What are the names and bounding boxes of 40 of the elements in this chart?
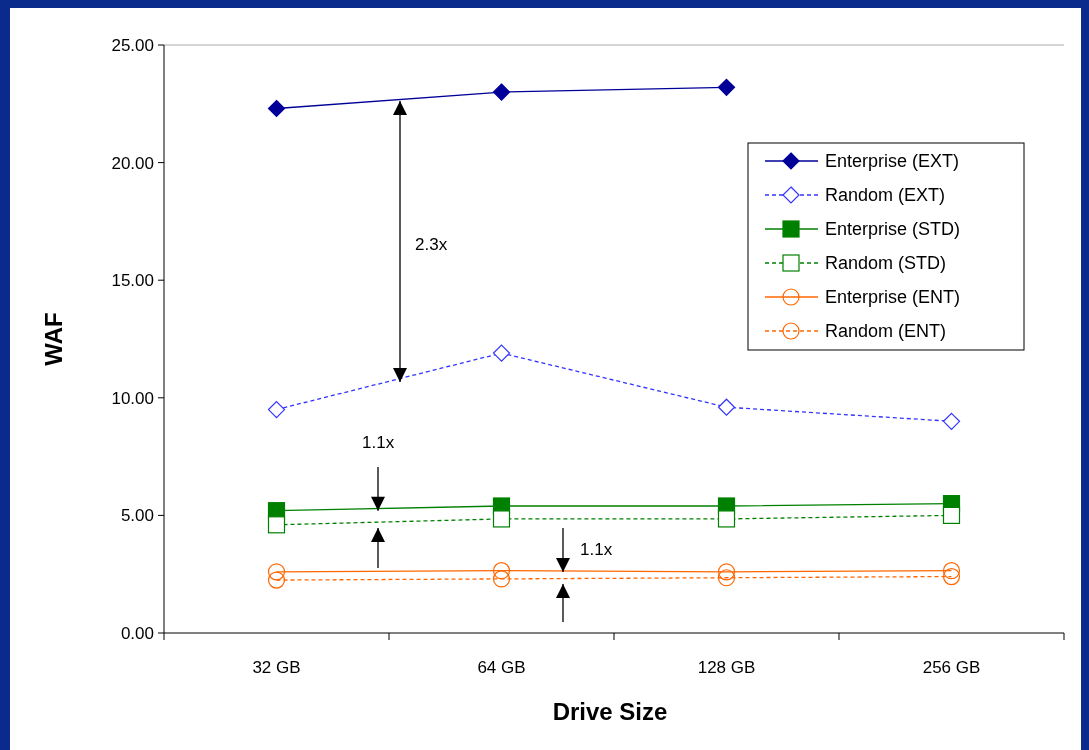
y-tick-label: 15.00 xyxy=(111,271,154,291)
point xyxy=(267,563,286,581)
x-axis-title: Drive Size xyxy=(552,698,668,725)
y-tick-label: 20.00 xyxy=(111,153,154,173)
legend-label: Enterprise (EXT) xyxy=(825,151,960,172)
point xyxy=(492,510,511,528)
y-axis-title: WAF xyxy=(40,312,67,366)
point xyxy=(717,510,736,528)
point xyxy=(717,398,736,416)
y-tick-label: 10.00 xyxy=(111,388,154,408)
point xyxy=(717,563,736,581)
x-tick-label: 128 GB xyxy=(697,658,756,677)
point xyxy=(267,99,286,118)
annotation: 2.3x xyxy=(415,235,448,254)
point xyxy=(717,78,736,96)
point xyxy=(942,567,961,586)
point xyxy=(942,412,961,430)
x-tick-label: 256 GB xyxy=(922,658,981,677)
legend-label: Random (ENT) xyxy=(825,321,947,342)
legend-label: Enterprise (ENT) xyxy=(825,287,961,308)
annotation: 1.1x xyxy=(580,540,613,559)
x-tick-label: 32 GB xyxy=(252,658,301,677)
legend-label: Random (STD) xyxy=(825,253,947,274)
y-tick-label: 25.00 xyxy=(111,35,154,55)
legend-label: Enterprise (STD) xyxy=(825,219,961,240)
point xyxy=(267,516,286,534)
point xyxy=(942,506,961,524)
y-tick-label: 5.00 xyxy=(120,506,154,526)
point xyxy=(492,562,511,580)
point xyxy=(492,570,511,588)
legend-label: Random (EXT) xyxy=(825,185,946,206)
x-tick-label: 64 GB xyxy=(477,658,526,677)
point xyxy=(267,571,286,589)
point xyxy=(717,569,736,587)
y-tick-label: 0.00 xyxy=(120,623,154,643)
point xyxy=(492,83,511,101)
annotation: 1.1x xyxy=(362,432,395,452)
point xyxy=(492,344,511,362)
point xyxy=(942,562,961,580)
point xyxy=(267,400,286,419)
